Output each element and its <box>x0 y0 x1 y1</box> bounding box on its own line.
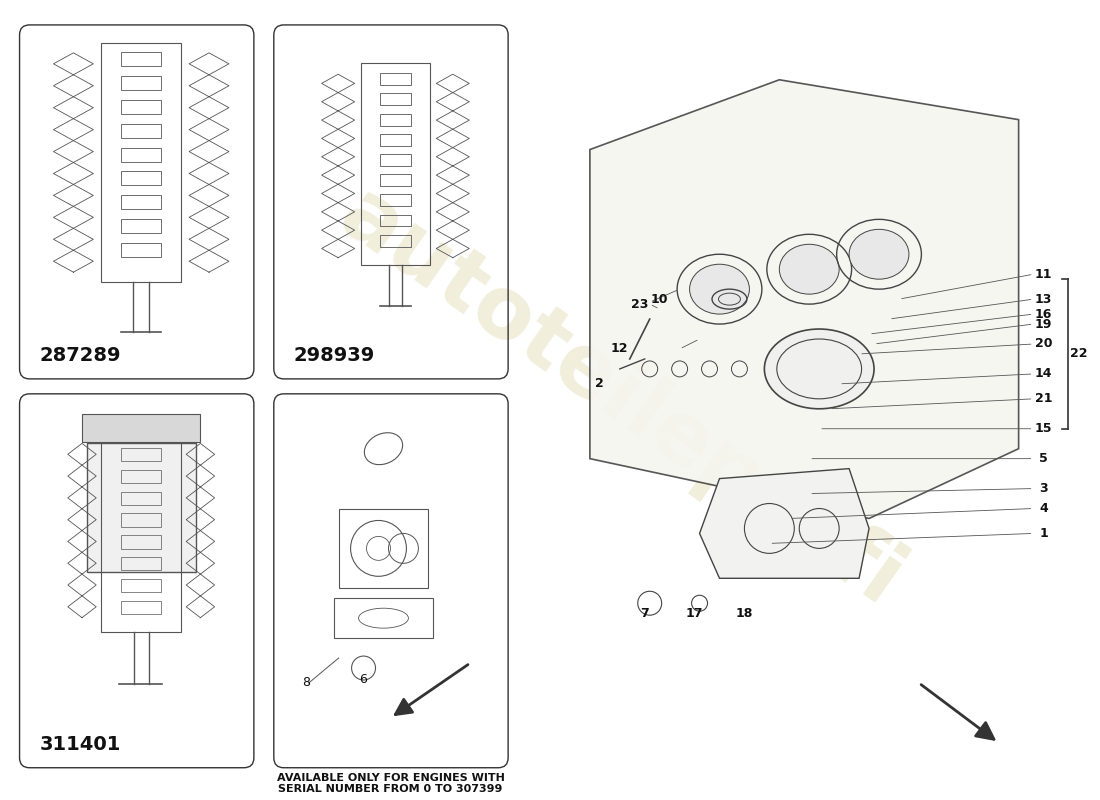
Text: 16: 16 <box>1035 307 1053 321</box>
Bar <box>121 195 161 210</box>
Text: 287289: 287289 <box>40 346 121 365</box>
Bar <box>121 219 161 234</box>
Bar <box>121 243 161 258</box>
Text: 3: 3 <box>1040 482 1048 495</box>
Ellipse shape <box>690 264 749 314</box>
Bar <box>101 43 182 282</box>
Text: 1: 1 <box>1040 527 1048 540</box>
Bar <box>82 414 200 442</box>
Text: 19: 19 <box>1035 318 1053 330</box>
Text: 6: 6 <box>360 673 367 686</box>
Text: 10: 10 <box>651 293 669 306</box>
Bar <box>379 94 411 106</box>
Bar <box>121 147 161 162</box>
Polygon shape <box>590 80 1019 518</box>
Text: 8: 8 <box>301 676 310 689</box>
Text: 4: 4 <box>1040 502 1048 515</box>
Text: AVAILABLE ONLY FOR ENGINES WITH
SERIAL NUMBER FROM 0 TO 307399: AVAILABLE ONLY FOR ENGINES WITH SERIAL N… <box>276 773 505 794</box>
Bar <box>379 74 411 86</box>
Bar <box>121 52 161 66</box>
Bar <box>121 76 161 90</box>
Text: 17: 17 <box>685 606 703 620</box>
Bar <box>121 579 162 592</box>
Text: 18: 18 <box>736 606 754 620</box>
Bar <box>379 134 411 146</box>
Bar <box>379 194 411 206</box>
Bar <box>379 234 411 246</box>
Text: 311401: 311401 <box>40 734 121 754</box>
Ellipse shape <box>779 244 839 294</box>
Bar <box>379 154 411 166</box>
Bar <box>87 443 196 572</box>
Text: 2: 2 <box>595 378 604 390</box>
Bar <box>333 598 433 638</box>
Bar <box>379 114 411 126</box>
Bar <box>121 470 162 483</box>
Text: 11: 11 <box>1035 268 1053 281</box>
Bar <box>121 514 162 526</box>
Polygon shape <box>700 469 869 578</box>
Ellipse shape <box>764 329 875 409</box>
Text: 20: 20 <box>1035 338 1053 350</box>
Text: 15: 15 <box>1035 422 1053 435</box>
Bar <box>755 314 889 418</box>
Text: autoteileprofi: autoteileprofi <box>322 174 916 624</box>
Text: 5: 5 <box>1040 452 1048 465</box>
Bar <box>361 63 430 265</box>
Text: 14: 14 <box>1035 367 1053 380</box>
Bar <box>121 171 161 186</box>
Bar <box>121 601 162 614</box>
Bar <box>121 448 162 462</box>
Bar <box>121 535 162 549</box>
Text: 13: 13 <box>1035 293 1053 306</box>
Text: 21: 21 <box>1035 392 1053 406</box>
Bar <box>121 124 161 138</box>
Bar <box>121 492 162 505</box>
Bar <box>121 557 162 570</box>
Text: 22: 22 <box>1069 347 1087 361</box>
Text: 7: 7 <box>640 606 649 620</box>
Bar <box>121 100 161 114</box>
Text: 12: 12 <box>610 342 628 355</box>
Bar <box>379 174 411 186</box>
Text: 298939: 298939 <box>294 346 375 365</box>
Bar <box>379 214 411 226</box>
Text: 23: 23 <box>631 298 648 310</box>
Bar <box>101 433 182 632</box>
Ellipse shape <box>849 230 909 279</box>
